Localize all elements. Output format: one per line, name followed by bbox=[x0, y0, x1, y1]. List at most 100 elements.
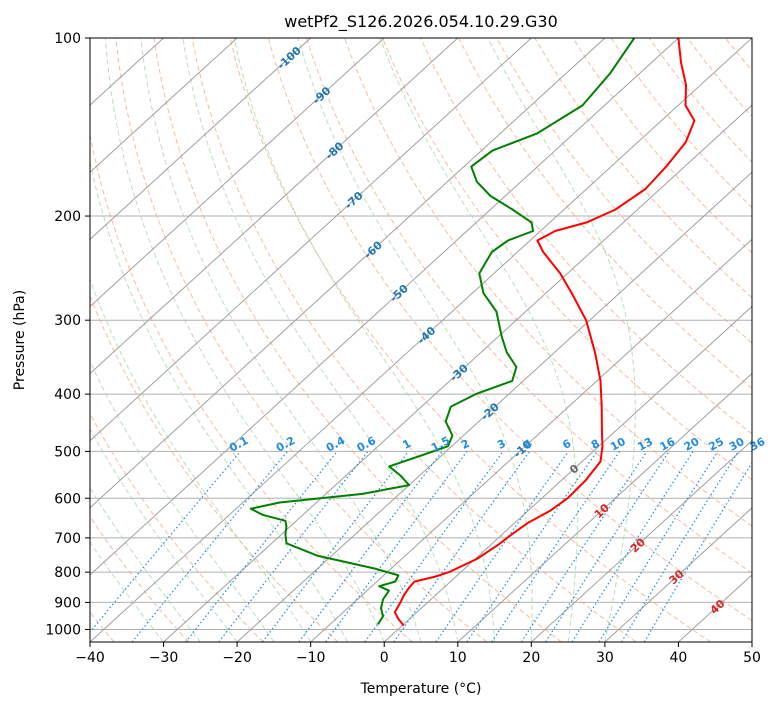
dry-adiabat-line bbox=[115, 38, 488, 642]
y-tick-label: 100 bbox=[54, 31, 81, 47]
dry-adiabat-line bbox=[267, 38, 752, 622]
isotherm-line bbox=[457, 372, 752, 642]
isotherm-line bbox=[530, 439, 752, 642]
dewpoint-profile-line bbox=[249, 38, 636, 625]
mixing-ratio-label: 25 bbox=[706, 435, 726, 454]
moist-adiabat-line bbox=[487, 38, 636, 642]
mixing-ratio-label: 6 bbox=[560, 437, 573, 452]
plot-profiles bbox=[249, 38, 696, 627]
mixing-ratio-line bbox=[435, 451, 569, 642]
axes: −40 −30 −20 −10 0 10 20 30 40 50 100 200 300 400 500 60… bbox=[45, 31, 761, 666]
mixing-ratio-line bbox=[185, 451, 338, 642]
x-tick-label: 20 bbox=[522, 650, 540, 666]
y-axis-label: Pressure (hPa) bbox=[12, 290, 28, 390]
y-tick-label: 200 bbox=[54, 209, 81, 225]
y-tick-label: 300 bbox=[54, 313, 81, 329]
x-tick-label: 30 bbox=[596, 650, 614, 666]
dry-adiabat-line bbox=[648, 38, 752, 163]
mixing-ratio-line bbox=[131, 451, 288, 642]
temperature-profile-line bbox=[393, 38, 696, 627]
mixing-ratio-line bbox=[393, 451, 531, 642]
dry-adiabat-line bbox=[496, 38, 752, 344]
mixing-ratio-label: 8 bbox=[589, 437, 602, 452]
isotherm-line bbox=[90, 38, 752, 642]
x-tick-label: 50 bbox=[743, 650, 761, 666]
moist-adiabat-line bbox=[90, 486, 201, 642]
moist-adiabat-line bbox=[140, 38, 422, 642]
dry-adiabat-line bbox=[686, 38, 752, 118]
mixing-ratio-label: 36 bbox=[748, 435, 768, 454]
mixing-ratio-line bbox=[491, 451, 621, 642]
moist-adiabat-line bbox=[297, 38, 533, 642]
isotherm-line bbox=[236, 171, 752, 642]
isotherm-line bbox=[383, 305, 752, 642]
moist-adiabat-line bbox=[105, 38, 385, 642]
y-tick-label: 800 bbox=[54, 565, 81, 581]
mixing-ratio-line bbox=[545, 451, 670, 642]
dry-adiabat-line bbox=[534, 38, 752, 299]
moist-adiabat-line bbox=[90, 159, 348, 642]
isotherm-line bbox=[310, 238, 752, 642]
x-tick-label: 0 bbox=[380, 650, 389, 666]
mixing-ratio-line bbox=[466, 451, 598, 642]
mixing-ratio-line bbox=[325, 451, 468, 642]
moist-adiabat-line bbox=[90, 277, 312, 642]
y-tick-label: 700 bbox=[54, 531, 81, 547]
mixing-ratio-line bbox=[520, 451, 648, 642]
x-tick-label: 40 bbox=[670, 650, 688, 666]
dry-adiabat-line bbox=[764, 38, 775, 642]
dry-adiabat-line bbox=[305, 38, 752, 574]
dry-adiabat-line bbox=[572, 38, 752, 254]
isotherm-line bbox=[90, 38, 385, 308]
isotherm-line bbox=[90, 38, 459, 375]
mixing-ratio-label: 20 bbox=[682, 435, 702, 454]
moist-adiabat-line bbox=[90, 427, 238, 642]
y-tick-label: 600 bbox=[54, 491, 81, 507]
mixing-ratio-line bbox=[621, 451, 739, 642]
mixing-ratio-line bbox=[90, 451, 241, 633]
dry-adiabat-line bbox=[343, 38, 752, 527]
moist-adiabat-line bbox=[379, 38, 579, 642]
dry-adiabat-line bbox=[191, 38, 637, 642]
dry-adiabat-line bbox=[90, 515, 190, 642]
dry-adiabat-line bbox=[90, 412, 264, 642]
x-tick-label: −40 bbox=[75, 650, 105, 666]
y-tick-label: 500 bbox=[54, 444, 81, 460]
plot-line-labels: -100-90-80-70-60-50-40-30-20-10010203040… bbox=[227, 44, 767, 617]
x-tick-label: −20 bbox=[222, 650, 252, 666]
x-axis-label: Temperature (°C) bbox=[360, 681, 482, 697]
dry-adiabat-line bbox=[420, 38, 752, 435]
plot-frame bbox=[89, 37, 753, 643]
mixing-ratio-label: 10 bbox=[608, 435, 628, 454]
isotherm-line bbox=[604, 507, 752, 642]
x-tick-label: −30 bbox=[149, 650, 179, 666]
moist-adiabat-line bbox=[90, 360, 275, 642]
moist-adiabat-line bbox=[182, 38, 459, 642]
y-tick-label: 1000 bbox=[45, 622, 81, 638]
isotherm-line bbox=[90, 38, 679, 576]
chart-title: wetPf2_S126.2026.054.10.29.G30 bbox=[284, 12, 558, 32]
y-tick-label: 400 bbox=[54, 387, 81, 403]
y-tick-label: 900 bbox=[54, 595, 81, 611]
isotherm-line bbox=[90, 38, 532, 442]
moist-adiabat-line bbox=[233, 38, 496, 642]
dry-adiabat-line bbox=[153, 38, 562, 642]
x-tick-label: 10 bbox=[449, 650, 467, 666]
dry-adiabat-line bbox=[90, 132, 413, 642]
dry-adiabat-line bbox=[725, 38, 752, 72]
mixing-ratio-line bbox=[598, 451, 719, 642]
isotherm-line bbox=[90, 38, 238, 173]
isotherm-line bbox=[163, 104, 752, 642]
plot-background-lines bbox=[90, 38, 775, 642]
isotherm-line bbox=[751, 641, 752, 642]
mixing-ratio-line bbox=[364, 451, 504, 642]
mixing-ratio-label: 30 bbox=[727, 435, 747, 454]
mixing-ratio-line bbox=[262, 451, 409, 642]
mixing-ratio-label: 13 bbox=[635, 435, 655, 454]
isotherm-line bbox=[90, 38, 606, 509]
x-tick-label: −10 bbox=[296, 650, 326, 666]
mixing-ratio-label: 16 bbox=[658, 435, 678, 454]
isotherm-line bbox=[90, 38, 312, 241]
mixing-ratio-label: 2 bbox=[459, 437, 472, 452]
